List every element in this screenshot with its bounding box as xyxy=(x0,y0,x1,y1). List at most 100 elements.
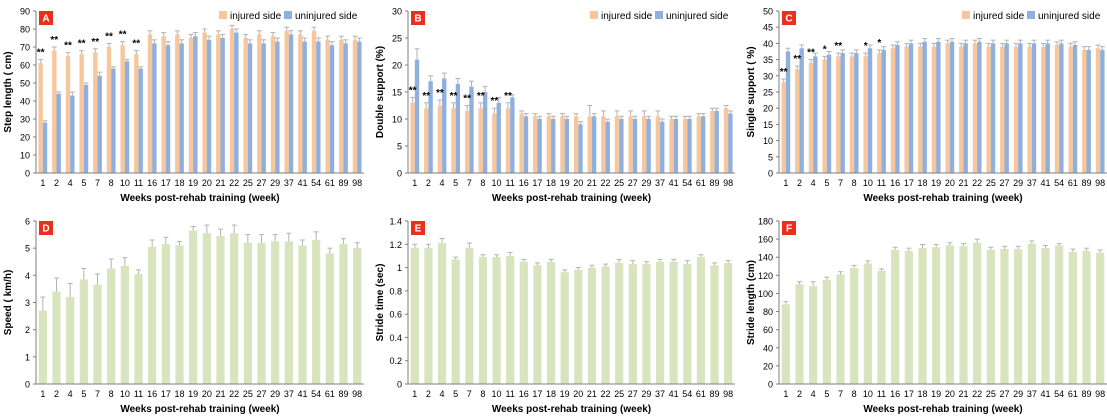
bar xyxy=(660,121,665,173)
x-tick-label: 25 xyxy=(614,389,624,399)
x-tick-label: 22 xyxy=(972,178,982,188)
bar xyxy=(165,45,171,174)
y-tick-label: 2 xyxy=(25,325,30,335)
x-tick-label: 98 xyxy=(1095,178,1105,188)
x-tick-label: 89 xyxy=(1081,178,1091,188)
x-tick-label: 5 xyxy=(453,389,458,399)
x-tick-label: 2 xyxy=(426,178,431,188)
panel-letter-badge xyxy=(39,11,53,25)
x-tick-label: 54 xyxy=(682,389,692,399)
bar xyxy=(959,246,968,384)
bar xyxy=(863,263,872,384)
x-tick-label: 25 xyxy=(243,389,253,399)
bar xyxy=(560,272,569,384)
x-tick-label: 5 xyxy=(81,389,86,399)
x-tick-label: 2 xyxy=(426,389,431,399)
bar xyxy=(1068,251,1077,384)
bar xyxy=(669,119,674,173)
x-tick-label: 19 xyxy=(188,389,198,399)
bar xyxy=(428,81,433,173)
bar xyxy=(179,43,184,174)
bar xyxy=(918,248,927,384)
significance-marker: ** xyxy=(422,91,430,102)
x-axis-title: Weeks post-rehab training (week) xyxy=(863,404,1022,415)
y-tick-label: 10 xyxy=(20,151,30,161)
y-tick-label: 0 xyxy=(397,169,402,179)
bar xyxy=(93,284,102,384)
x-tick-label: 4 xyxy=(68,389,73,399)
bar xyxy=(111,68,116,173)
x-tick-label: 20 xyxy=(202,389,212,399)
x-tick-label: 29 xyxy=(270,178,280,188)
bar xyxy=(945,43,950,174)
x-tick-label: 11 xyxy=(506,389,515,399)
bar xyxy=(849,56,855,173)
bar xyxy=(973,242,982,384)
y-tick-label: 15 xyxy=(763,120,773,130)
bar xyxy=(932,247,941,384)
x-tick-label: 8 xyxy=(109,178,114,188)
bar xyxy=(655,116,661,173)
bar xyxy=(261,43,266,174)
bar xyxy=(895,45,900,173)
bar xyxy=(38,63,43,174)
x-tick-label: 10 xyxy=(120,178,130,188)
bar xyxy=(134,273,143,384)
bar xyxy=(424,247,433,384)
bar xyxy=(904,46,909,173)
bar xyxy=(325,39,330,173)
bar xyxy=(148,246,157,384)
bar xyxy=(311,30,317,173)
bar xyxy=(795,69,800,173)
bar xyxy=(1041,248,1050,384)
bar xyxy=(124,61,130,173)
bar xyxy=(193,36,198,174)
legend-swatch xyxy=(219,11,227,19)
bar xyxy=(918,46,923,173)
bar xyxy=(106,47,112,173)
significance-marker: ** xyxy=(504,91,512,102)
x-tick-label: 61 xyxy=(325,389,335,399)
panel-letter: C xyxy=(785,14,792,25)
bar xyxy=(877,270,886,384)
x-tick-label: 41 xyxy=(669,389,679,399)
x-tick-label: 20 xyxy=(945,389,955,399)
x-tick-label: 29 xyxy=(641,389,651,399)
bar xyxy=(52,291,61,384)
bar xyxy=(505,108,511,173)
x-tick-label: 54 xyxy=(682,178,692,188)
bar xyxy=(465,247,474,384)
bar xyxy=(683,264,692,384)
panel-letter-badge xyxy=(39,221,53,235)
significance-marker: * xyxy=(823,44,827,55)
x-tick-label: 19 xyxy=(560,178,570,188)
bar xyxy=(990,43,996,174)
bar xyxy=(908,43,914,174)
bar xyxy=(669,261,678,384)
bar xyxy=(854,53,859,174)
x-tick-label: 7 xyxy=(95,389,100,399)
bar xyxy=(813,56,818,173)
bar xyxy=(357,41,362,173)
bar xyxy=(1054,45,1060,173)
bar xyxy=(1082,250,1091,384)
x-axis-title: Weeks post-rehab training (week) xyxy=(492,193,651,204)
bar xyxy=(605,121,610,173)
y-tick-label: 0.8 xyxy=(389,286,402,296)
x-tick-label: 5 xyxy=(81,178,86,188)
bar xyxy=(107,268,116,384)
bar xyxy=(437,105,443,173)
bar xyxy=(795,284,804,384)
legend-swatch xyxy=(284,11,292,19)
bar xyxy=(229,29,235,173)
x-tick-label: 98 xyxy=(352,178,362,188)
significance-marker: ** xyxy=(477,91,485,102)
bar xyxy=(728,113,733,173)
bar xyxy=(478,257,488,384)
y-tick-label: 40 xyxy=(20,97,30,107)
bar xyxy=(442,78,447,173)
y-tick-label: 6 xyxy=(25,217,30,227)
x-tick-label: 37 xyxy=(1027,178,1037,188)
bar xyxy=(288,34,294,174)
